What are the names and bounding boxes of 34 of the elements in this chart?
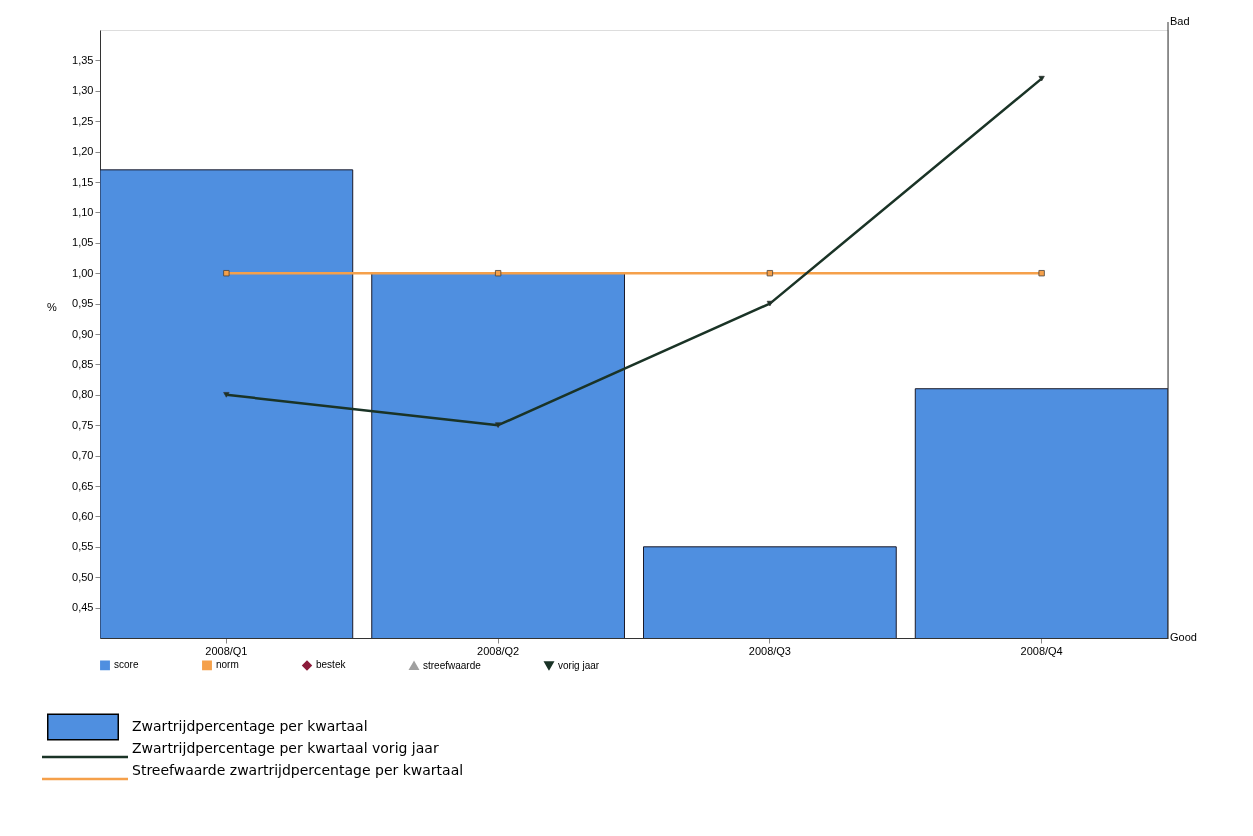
y-tick-label: 0,60 xyxy=(72,509,94,522)
y-tick-label: 1,35 xyxy=(72,53,94,66)
y-tick-label: 0,90 xyxy=(72,327,94,340)
text: Streefwaarde zwartrijdpercentage per kwartaal xyxy=(132,762,464,778)
y-tick-label: 0,45 xyxy=(72,601,94,614)
legend-label: score xyxy=(114,659,139,671)
y-axis-title: % xyxy=(47,301,58,313)
y-tick-label: 0,95 xyxy=(72,297,94,310)
legend-label: streefwaarde xyxy=(423,659,482,671)
text: Bad xyxy=(1170,15,1190,27)
text: Zwartrijdpercentage per kwartaal xyxy=(132,718,368,734)
text: Zwartrijdpercentage per kwartaal vorig jaar xyxy=(132,740,439,756)
y-tick-label: 0,55 xyxy=(72,540,94,553)
text: Good xyxy=(1170,631,1197,643)
y-tick-label: 0,80 xyxy=(72,388,94,401)
y-tick-label: 0,85 xyxy=(72,357,94,370)
x-tick-label: 2008/Q2 xyxy=(477,644,520,657)
y-tick-label: 0,65 xyxy=(72,479,94,492)
y-tick-label: 1,15 xyxy=(72,175,94,188)
y-tick-label: 0,50 xyxy=(72,570,94,583)
x-tick-label: 2008/Q4 xyxy=(1020,644,1063,657)
y-tick-label: 1,20 xyxy=(72,145,94,158)
y-tick-label: 1,10 xyxy=(72,205,94,218)
y-tick-label: 1,30 xyxy=(72,84,94,97)
x-tick-label: 2008/Q1 xyxy=(205,644,248,657)
y-tick-label: 1,00 xyxy=(72,266,94,279)
y-tick-label: 0,70 xyxy=(72,449,94,462)
legend-label: norm xyxy=(216,659,239,671)
y-tick-label: 1,25 xyxy=(72,114,94,127)
legend-label: vorig jaar xyxy=(558,659,600,671)
legend-label: bestek xyxy=(316,659,347,671)
x-tick-label: 2008/Q3 xyxy=(748,644,791,657)
y-tick-label: 0,75 xyxy=(72,418,94,431)
y-tick-label: 1,05 xyxy=(72,236,94,249)
